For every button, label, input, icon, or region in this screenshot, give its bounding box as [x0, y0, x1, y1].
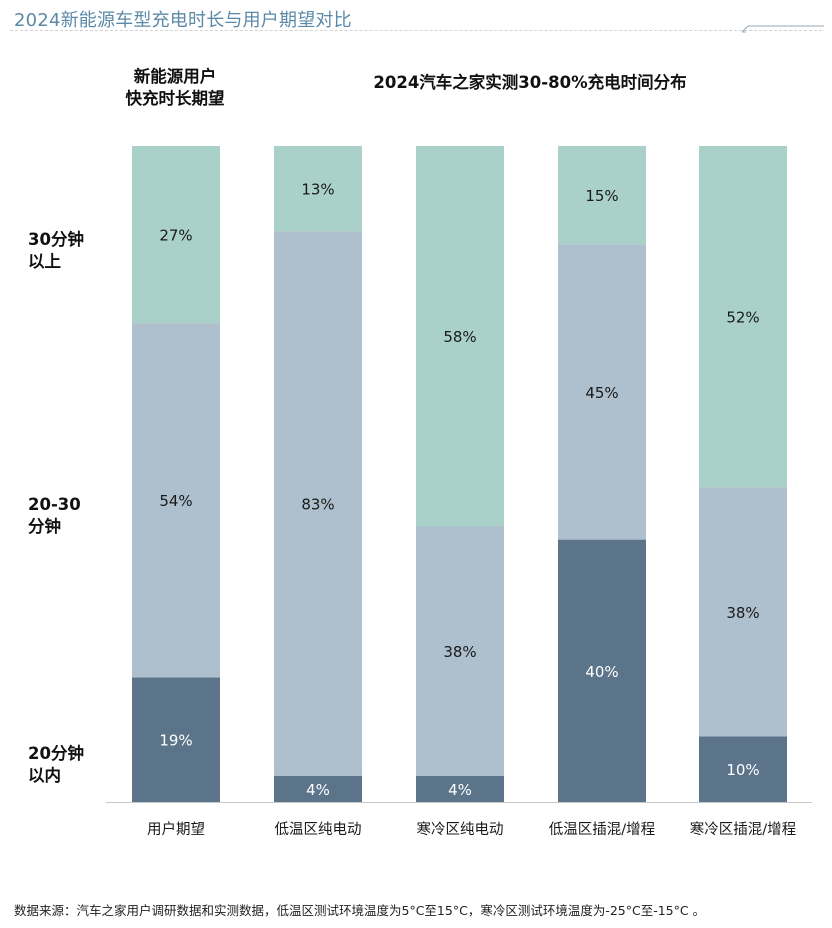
data-label-mid_20_30: 83% — [301, 496, 334, 514]
bar-segment-over_30 — [132, 146, 220, 324]
data-label-mid_20_30: 38% — [726, 604, 759, 622]
bar-segment-under_20 — [274, 775, 362, 802]
data-label-over_30: 15% — [585, 187, 618, 205]
y-label-over-30-line2: 以上 — [28, 252, 61, 271]
bar-segment-mid_20_30 — [274, 231, 362, 776]
bar-segment-mid_20_30 — [132, 323, 220, 678]
data-label-over_30: 58% — [443, 328, 476, 346]
data-label-over_30: 27% — [159, 227, 192, 245]
data-label-under_20: 19% — [159, 732, 192, 750]
expectation-heading: 新能源用户 快充时长期望 — [100, 66, 250, 110]
bar-segment-under_20 — [558, 539, 646, 802]
category-label: 低温区插混/增程 — [549, 821, 655, 838]
data-label-over_30: 52% — [726, 309, 759, 327]
category-label: 低温区纯电动 — [275, 821, 362, 838]
bar-segment-over_30 — [274, 146, 362, 232]
bar-segment-over_30 — [699, 146, 787, 488]
data-label-under_20: 40% — [585, 663, 618, 681]
source-note: 数据来源：汽车之家用户调研数据和实测数据，低温区测试环境温度为5°C至15°C，… — [14, 903, 706, 918]
bar-segment-under_20 — [132, 677, 220, 802]
y-label-under-20: 20分钟 以内 — [28, 743, 84, 787]
y-label-over-30-line1: 30分钟 — [28, 230, 84, 249]
stacked-bar-chart: 19% 54% 27% 用户期望 4% 83% 13% 低温区纯电动 4% 38% 58% 寒冷区纯电… — [106, 146, 812, 838]
y-label-under-20-line2: 以内 — [28, 766, 61, 785]
bar-segment-under_20 — [699, 736, 787, 802]
data-label-under_20: 4% — [448, 781, 472, 799]
y-label-under-20-line1: 20分钟 — [28, 744, 84, 763]
category-label: 寒冷区插混/增程 — [690, 820, 796, 838]
data-label-under_20: 4% — [306, 781, 330, 799]
page-title: 2024新能源车型充电时长与用户期望对比 — [14, 10, 352, 31]
category-label: 寒冷区纯电动 — [417, 820, 504, 838]
bar-segment-mid_20_30 — [699, 487, 787, 737]
bar-segment-over_30 — [558, 146, 646, 245]
bar-segment-mid_20_30 — [558, 244, 646, 540]
measurement-heading: 2024汽车之家实测30-80%充电时间分布 — [373, 73, 687, 92]
expectation-heading-line2: 快充时长期望 — [125, 89, 225, 108]
data-label-mid_20_30: 54% — [159, 492, 192, 510]
bar-segment-under_20 — [416, 775, 504, 802]
bar-segment-over_30 — [416, 146, 504, 527]
y-label-20-30: 20-30 分钟 — [28, 494, 81, 538]
data-label-under_20: 10% — [726, 761, 759, 779]
category-label: 用户期望 — [147, 821, 205, 838]
expectation-heading-line1: 新能源用户 — [133, 67, 217, 86]
data-label-over_30: 13% — [301, 181, 334, 199]
bar-segment-mid_20_30 — [416, 526, 504, 776]
corner-accent — [742, 25, 824, 33]
data-label-mid_20_30: 38% — [443, 643, 476, 661]
y-label-20-30-line1: 20-30 — [28, 495, 81, 514]
y-label-over-30: 30分钟 以上 — [28, 229, 84, 273]
data-label-mid_20_30: 45% — [585, 384, 618, 402]
title-divider — [10, 30, 822, 31]
y-label-20-30-line2: 分钟 — [28, 517, 61, 536]
